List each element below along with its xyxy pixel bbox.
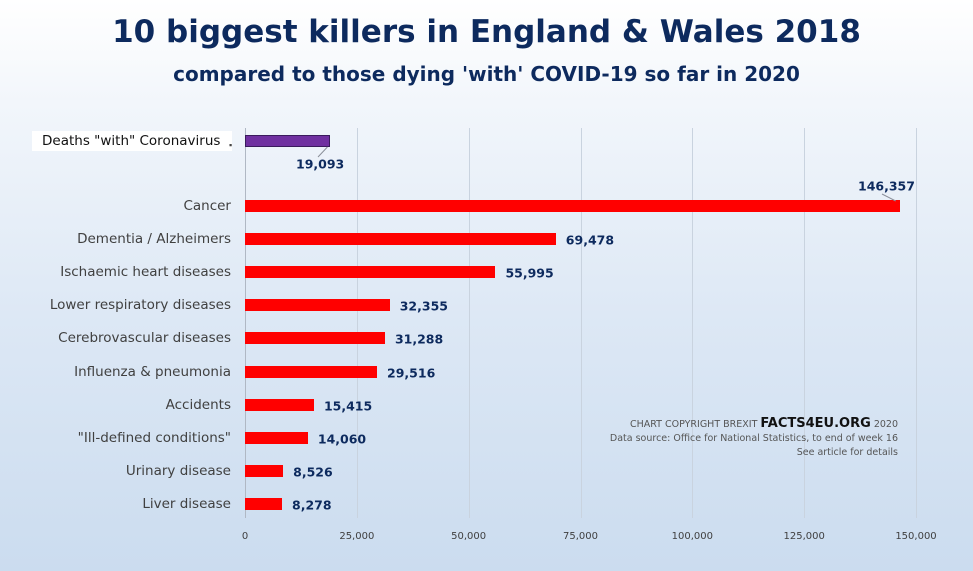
category-label: Liver disease <box>142 495 231 512</box>
gridline <box>916 128 917 518</box>
x-tick-label: 100,000 <box>671 531 714 542</box>
value-label: 55,995 <box>505 265 554 281</box>
gridline <box>580 128 582 518</box>
category-label: Dementia / Alzheimers <box>77 231 231 248</box>
category-label: Urinary disease <box>125 462 231 479</box>
bar <box>245 365 378 378</box>
value-label: 8,278 <box>292 497 332 513</box>
x-tick-label: 25,000 <box>339 531 375 542</box>
value-label-covid: 19,093 <box>296 156 345 172</box>
gridline <box>468 128 470 518</box>
covid-category-label: Deaths "with" Coronavirus <box>32 131 232 151</box>
bar <box>245 266 496 279</box>
value-label: 15,415 <box>323 398 373 414</box>
chart-title: 10 biggest killers in England & Wales 20… <box>112 14 861 50</box>
x-tick-label: 0 <box>241 531 249 542</box>
value-label: 32,355 <box>399 298 448 314</box>
category-label: Influenza & pneumonia <box>74 363 231 380</box>
x-tick-label: 75,000 <box>563 531 598 542</box>
bar <box>245 299 390 312</box>
x-tick-label: 125,000 <box>783 531 825 542</box>
x-tick-label: 50,000 <box>451 531 487 542</box>
gridline <box>356 128 358 518</box>
data-source-note: Data source: Office for National Statist… <box>609 433 898 444</box>
category-label: "Ill-defined conditions" <box>77 429 231 446</box>
value-label: 8,526 <box>293 464 333 480</box>
value-label: 14,060 <box>317 431 367 447</box>
value-label: 29,516 <box>387 365 436 380</box>
chart-subtitle: compared to those dying 'with' COVID-19 … <box>173 62 800 86</box>
y-axis-line <box>245 128 246 518</box>
bar <box>245 233 556 246</box>
brand-name: FACTS4EU.ORG <box>760 416 871 431</box>
bar <box>245 398 314 411</box>
bar <box>245 431 308 444</box>
category-label: Cancer <box>183 198 231 214</box>
value-label: 146,357 <box>858 178 915 194</box>
copyright-line: CHART COPYRIGHT BREXIT FACTS4EU.ORG 2020 <box>630 416 898 431</box>
article-note: See article for details <box>796 447 898 458</box>
value-label: 69,478 <box>565 232 615 248</box>
value-label: 31,288 <box>394 331 444 347</box>
covid-label-marker: ▪ <box>229 140 233 150</box>
bar <box>245 464 284 477</box>
category-label: Cerebrovascular diseases <box>58 330 231 347</box>
bar <box>245 200 900 212</box>
covid-leader-line <box>317 146 328 158</box>
bar <box>245 332 385 345</box>
bar <box>245 497 283 510</box>
copyright-prefix: CHART COPYRIGHT BREXIT <box>629 419 758 430</box>
category-label: Ischaemic heart diseases <box>60 264 231 281</box>
gridline <box>692 128 694 518</box>
category-label: Accidents <box>165 396 231 413</box>
category-label: Lower respiratory diseases <box>49 297 231 314</box>
gridline <box>804 128 806 518</box>
bar-covid <box>245 135 331 147</box>
copyright-year: 2020 <box>873 419 898 430</box>
x-tick-label: 150,000 <box>895 531 937 542</box>
